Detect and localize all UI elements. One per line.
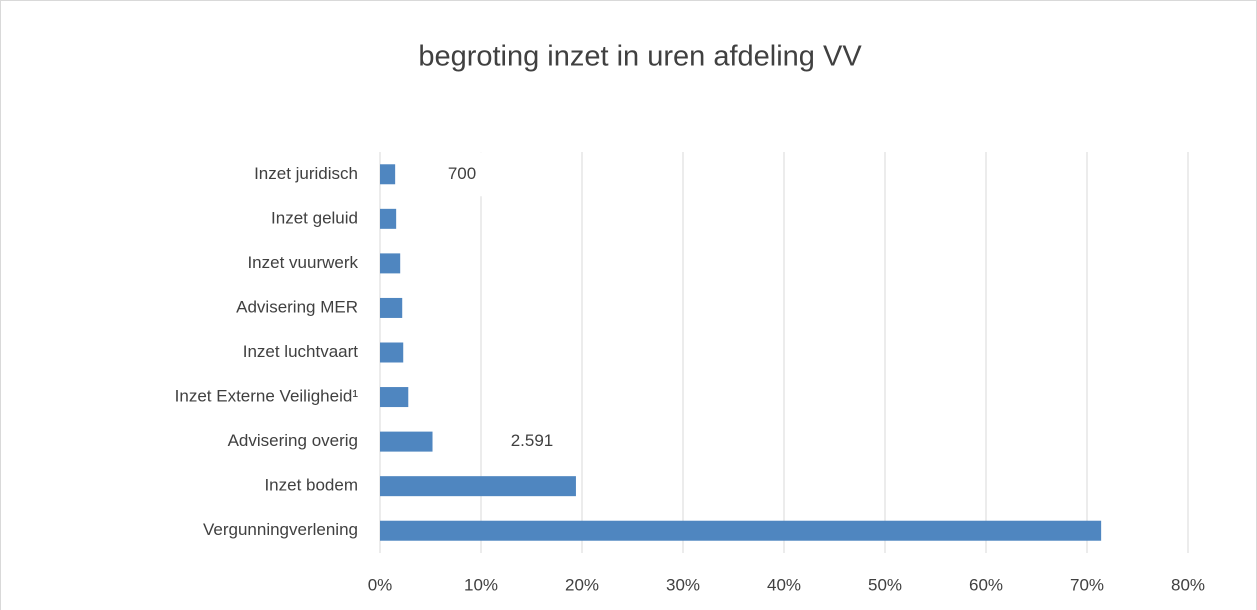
y-tick-label: Inzet bodem [264, 476, 358, 495]
x-tick-label: 10% [464, 575, 498, 594]
annotation-background [500, 419, 564, 464]
bar [380, 164, 396, 185]
bar [380, 342, 404, 363]
x-tick-label: 50% [868, 575, 902, 594]
x-tick-label: 40% [767, 575, 801, 594]
x-tick-label: 70% [1070, 575, 1104, 594]
annotation-background [430, 152, 494, 197]
y-tick-label: Inzet juridisch [254, 164, 358, 183]
bar [380, 520, 1102, 541]
bar [380, 476, 576, 497]
bar [380, 431, 433, 452]
y-tick-label: Inzet Externe Veiligheid¹ [175, 387, 359, 406]
x-tick-label: 20% [565, 575, 599, 594]
y-tick-label: Inzet luchtvaart [243, 342, 359, 361]
x-tick-label: 80% [1171, 575, 1205, 594]
y-tick-label: Advisering overig [228, 431, 358, 450]
bar [380, 387, 409, 408]
x-tick-label: 30% [666, 575, 700, 594]
y-tick-label: Vergunningverlening [203, 520, 358, 539]
bar [380, 253, 401, 274]
annotation: 2.591 [511, 431, 554, 450]
x-tick-label: 60% [969, 575, 1003, 594]
y-tick-label: Inzet vuurwerk [247, 253, 358, 272]
bar [380, 208, 397, 229]
annotation: 700 [448, 164, 476, 183]
bar [380, 297, 403, 318]
x-tick-label: 0% [368, 575, 393, 594]
y-tick-label: Advisering MER [236, 297, 358, 316]
y-tick-label: Inzet geluid [271, 208, 358, 227]
chart-title: begroting inzet in uren afdeling VV [418, 41, 862, 73]
